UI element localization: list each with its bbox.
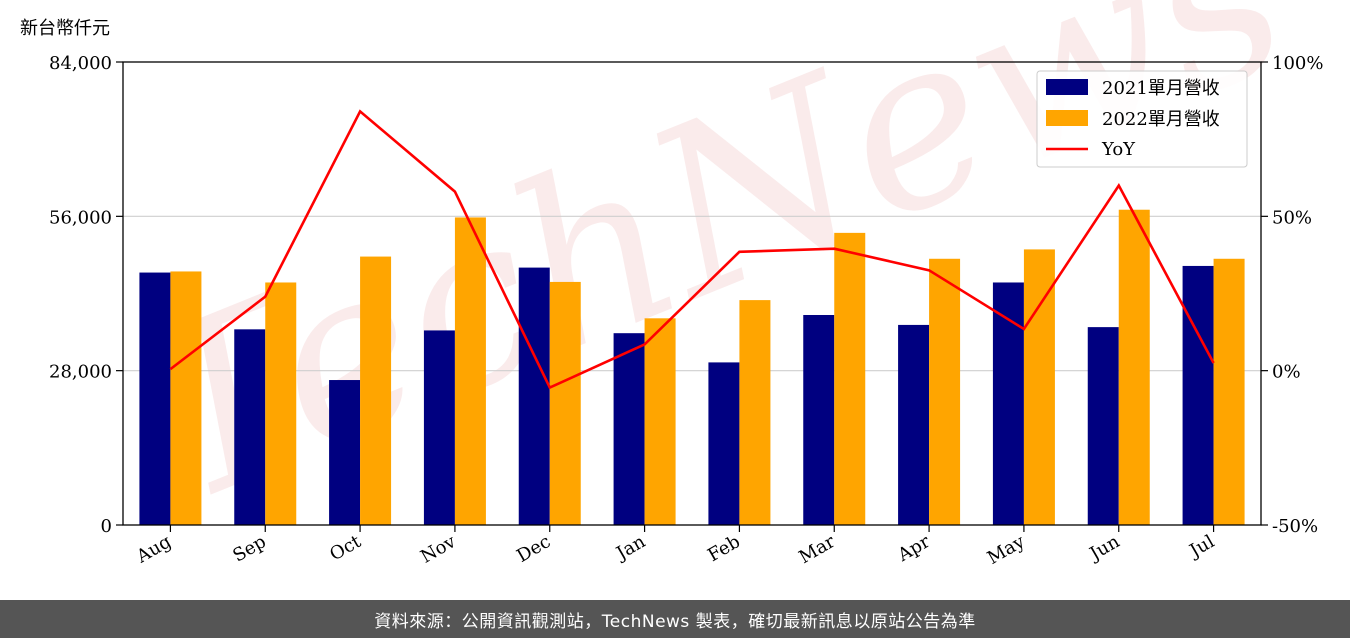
x-tick-label-mar: Mar <box>796 531 840 568</box>
yoy-line-layer <box>169 109 1215 390</box>
bar-2021-jan <box>613 333 645 525</box>
x-tick-label-aug: Aug <box>132 531 175 568</box>
legend-label-2021: 2021單月營收 <box>1102 78 1220 99</box>
left-tick-label: 84,000 <box>49 53 112 74</box>
legend-swatch-2021 <box>1046 79 1088 95</box>
bar-2022-feb <box>739 300 771 525</box>
left-tick-label: 0 <box>101 516 112 537</box>
yoy-line <box>169 109 1215 390</box>
right-tick-label: 0% <box>1272 362 1301 383</box>
bar-2021-dec <box>518 267 550 525</box>
source-footer: 資料來源：公開資訊觀測站，TechNews 製表，確切最新訊息以原站公告為準 <box>0 600 1350 638</box>
bar-2021-feb <box>708 362 740 525</box>
x-axis: Aug Sep Oct Nov Dec Jan Feb Mar Apr May Jun Jul <box>132 525 1218 569</box>
bar-2022-jan <box>644 318 676 525</box>
bar-2022-sep <box>265 282 297 525</box>
bar-2022-mar <box>834 232 866 525</box>
bar-2022-apr <box>929 258 961 525</box>
bars <box>139 209 1245 525</box>
bar-2022-jun <box>1118 209 1150 525</box>
legend-label-2022: 2022單月營收 <box>1102 109 1220 130</box>
left-tick-label: 28,000 <box>49 362 112 383</box>
bar-2022-aug <box>170 271 202 525</box>
bar-2022-dec <box>549 281 581 525</box>
x-tick-label-dec: Dec <box>513 531 554 567</box>
right-tick-label: 100% <box>1272 53 1323 74</box>
plot-frame <box>122 61 1262 526</box>
x-tick-label-nov: Nov <box>417 531 460 568</box>
x-tick-label-jul: Jul <box>1185 531 1219 563</box>
bar-2021-oct <box>329 380 361 525</box>
x-tick-label-may: May <box>984 531 1029 569</box>
bar-2021-jul <box>1182 265 1214 525</box>
x-tick-label-apr: Apr <box>894 531 934 566</box>
bar-2021-nov <box>423 330 455 525</box>
right-tick-label: 50% <box>1272 207 1312 228</box>
x-tick-label-jun: Jun <box>1085 531 1124 566</box>
legend-swatch-2022 <box>1046 110 1088 126</box>
x-tick-label-jan: Jan <box>611 531 649 565</box>
legend: 2021單月營收 2022單月營收 YoY <box>1036 70 1248 168</box>
x-tick-label-oct: Oct <box>326 531 365 566</box>
right-tick-label: -50% <box>1272 516 1318 537</box>
left-tick-label: 56,000 <box>49 207 112 228</box>
bar-2021-sep <box>234 329 266 525</box>
x-tick-label-feb: Feb <box>704 531 744 566</box>
bar-2021-may <box>992 282 1024 525</box>
bar-2022-may <box>1023 249 1055 525</box>
bar-2021-mar <box>803 314 835 525</box>
bar-2021-jun <box>1087 327 1119 525</box>
left-axis: 0 28,000 56,000 84,000 <box>49 53 123 537</box>
y-unit-label: 新台幣仟元 <box>20 18 110 39</box>
right-axis: -50% 0% 50% 100% <box>1261 53 1323 537</box>
legend-frame <box>1036 70 1248 168</box>
bar-2022-nov <box>454 217 486 525</box>
bar-2022-jul <box>1213 258 1245 525</box>
bar-2021-apr <box>898 324 930 525</box>
legend-label-yoy: YoY <box>1101 139 1136 160</box>
bar-2021-aug <box>139 272 171 525</box>
gridlines <box>123 215 1261 372</box>
bar-2022-oct <box>360 256 392 525</box>
